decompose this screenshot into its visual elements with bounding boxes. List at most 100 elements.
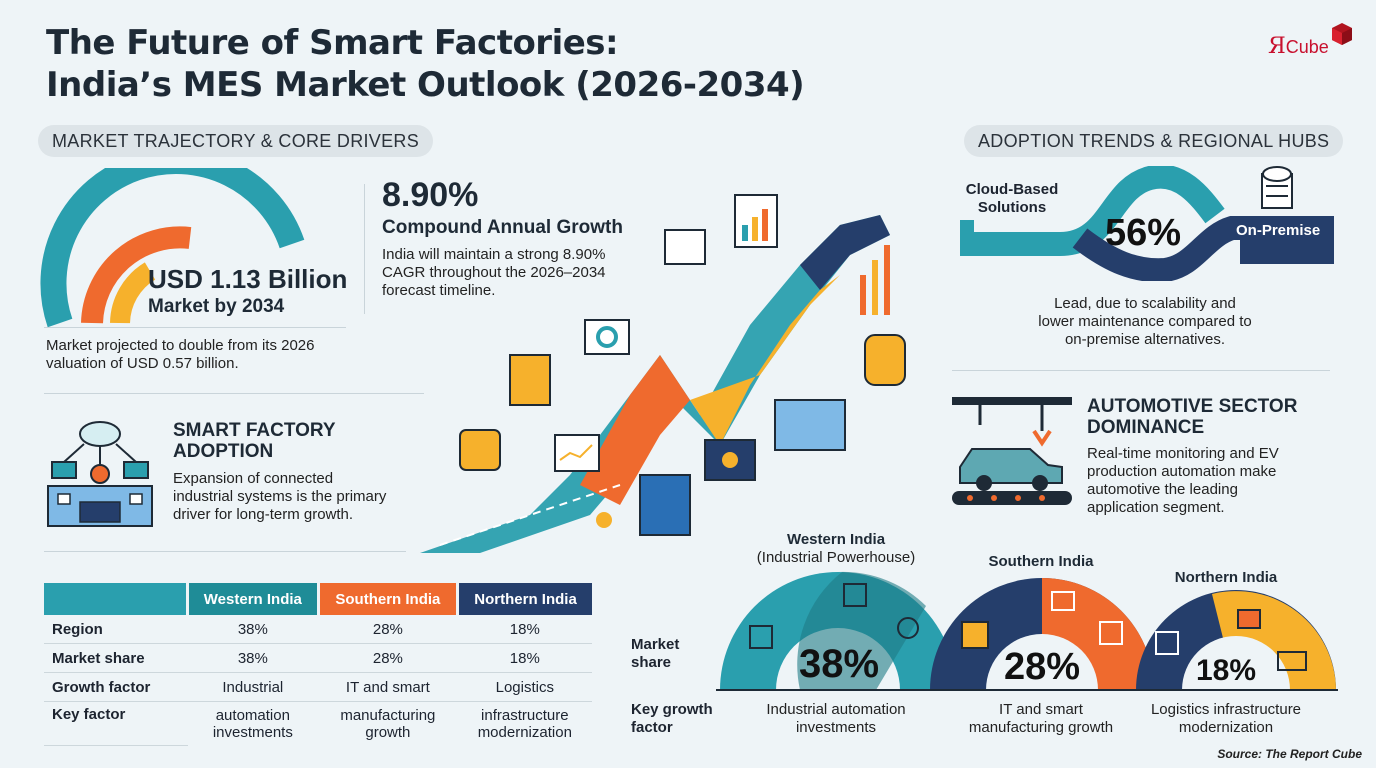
robot-arm-icon: [509, 354, 551, 406]
table-cell: 28%: [318, 615, 458, 644]
northern-caption: Logistics infrastructure modernization: [1126, 701, 1326, 737]
cloud-label-line: Cloud-Based: [965, 181, 1059, 198]
auto-desc-line: automotive the leading: [1087, 481, 1238, 498]
smart-desc: Expansion of connected industrial system…: [173, 470, 386, 524]
table-cell: 38%: [187, 615, 319, 644]
cagr-desc-line: India will maintain a strong 8.90%: [382, 246, 606, 263]
cloud-desc-line: lower maintenance compared to: [1038, 313, 1252, 330]
table-row: Market share 38% 28% 18%: [44, 643, 592, 673]
western-title: Western India: [786, 531, 886, 548]
monitor-icon: [584, 319, 630, 355]
divider: [44, 551, 406, 552]
southern-caption-line: manufacturing growth: [968, 719, 1114, 736]
cell-line: automation: [215, 706, 290, 724]
northern-caption-line: Logistics infrastructure: [1150, 701, 1302, 718]
auto-desc-line: production automation make: [1087, 463, 1277, 480]
hub-row-label-factor: Key growth factor: [631, 701, 713, 737]
hub-row-label-share: Market share: [631, 636, 679, 672]
cell-line: modernization: [477, 723, 572, 741]
western-subtitle: (Industrial Powerhouse): [756, 549, 916, 566]
southern-pct: 28%: [1003, 646, 1081, 688]
northern-caption-line: modernization: [1178, 719, 1274, 736]
southern-caption: IT and smart manufacturing growth: [941, 701, 1141, 737]
factory-icon: [774, 399, 846, 451]
chip-icon: [961, 621, 989, 649]
cell-line: infrastructure: [481, 706, 569, 724]
cagr-desc-line: forecast timeline.: [382, 282, 496, 299]
cagr-label: Compound Annual Growth: [382, 217, 623, 238]
cell-line: growth: [365, 723, 411, 741]
table-cell: infrastructure modernization: [458, 702, 592, 746]
title-line-2: India’s MES Market Outlook (2026-2034): [46, 65, 805, 105]
hub-row-label-line: Key growth: [631, 701, 713, 718]
table-row: Key factor automation investments manufac…: [44, 701, 592, 746]
table-header: Southern India: [318, 583, 460, 615]
auto-desc: Real-time monitoring and EV production a…: [1087, 445, 1279, 517]
row-label: Key factor: [44, 701, 188, 746]
table-cell: 38%: [187, 643, 319, 673]
line-chart-icon: [664, 229, 706, 265]
cagr-desc: India will maintain a strong 8.90% CAGR …: [382, 246, 606, 300]
logo-text: Cube: [1285, 37, 1329, 57]
western-pct: 38%: [798, 642, 880, 686]
factory-icon: [1237, 609, 1261, 629]
table-corner-cell: [44, 583, 189, 615]
market-sub: Market by 2034: [148, 296, 285, 317]
table-cell: 28%: [318, 643, 458, 673]
table-cell: Logistics: [457, 672, 592, 702]
chart-panel-icon: [554, 434, 600, 472]
auto-title: AUTOMOTIVE SECTOR DOMINANCE: [1087, 396, 1297, 438]
cell-line: manufacturing: [340, 706, 436, 724]
western-caption: Industrial automation investments: [736, 701, 936, 737]
divider: [44, 327, 346, 328]
row-label: Market share: [44, 643, 188, 673]
cagr-value: 8.90%: [382, 176, 479, 214]
hub-row-label-line: share: [631, 654, 672, 671]
cagr-desc-line: CAGR throughout the 2026–2034: [382, 264, 606, 281]
hub-row-label-line: Market: [631, 636, 680, 653]
page-title: The Future of Smart Factories: India’s M…: [46, 22, 805, 106]
western-caption-line: investments: [795, 719, 877, 736]
southern-title: Southern India: [988, 553, 1094, 570]
smart-title: SMART FACTORY ADOPTION: [173, 420, 336, 462]
smart-title-line: SMART FACTORY: [173, 420, 336, 441]
divider: [44, 393, 424, 394]
cloud-label: Cloud-Based Solutions: [962, 181, 1062, 217]
smart-factory-icon: [47, 421, 153, 527]
regional-table: Western India Southern India Northern In…: [44, 583, 592, 746]
database-icon: [864, 334, 906, 386]
market-value: USD 1.13 Billion: [148, 264, 348, 294]
auto-desc-line: Real-time monitoring and EV: [1087, 445, 1279, 462]
server-icon: [1099, 621, 1123, 645]
robot-arm-icon: [749, 625, 773, 649]
table-row: Region 38% 28% 18%: [44, 615, 592, 644]
cell-line: investments: [212, 723, 293, 741]
northern-title: Northern India: [1174, 569, 1278, 586]
warehouse-icon: [1155, 631, 1179, 655]
market-note-line: valuation of USD 0.57 billion.: [46, 355, 239, 372]
left-section-pill: MARKET TRAJECTORY & CORE DRIVERS: [38, 125, 434, 157]
truck-icon: [1277, 651, 1307, 671]
table-cell: manufacturing growth: [318, 702, 457, 746]
database-icon: [459, 429, 501, 471]
table-cell: 18%: [457, 615, 592, 644]
regional-hubs-chart: [716, 571, 1338, 691]
northern-pct: 18%: [1195, 654, 1257, 687]
southern-caption-line: IT and smart: [999, 701, 1083, 718]
cloud-desc-line: Lead, due to scalability and: [1054, 295, 1236, 312]
logo-letter: Я: [1268, 34, 1286, 59]
car-assembly-icon: [952, 397, 1072, 505]
table-cell: Industrial: [187, 672, 319, 702]
source-note: Source: The Report Cube: [1217, 747, 1362, 761]
table-cell: 18%: [457, 643, 592, 673]
table-header: Northern India: [457, 583, 592, 615]
row-label: Growth factor: [44, 672, 188, 702]
auto-desc-line: application segment.: [1087, 499, 1225, 516]
divider: [364, 184, 365, 314]
flowchart-icon: [1051, 591, 1075, 611]
row-label: Region: [44, 615, 188, 644]
hub-row-label-line: factor: [631, 719, 673, 736]
table-row: Growth factor Industrial IT and smart Lo…: [44, 672, 592, 702]
cube-icon: [1332, 23, 1352, 45]
right-section-pill: ADOPTION TRENDS & REGIONAL HUBS: [964, 125, 1344, 157]
